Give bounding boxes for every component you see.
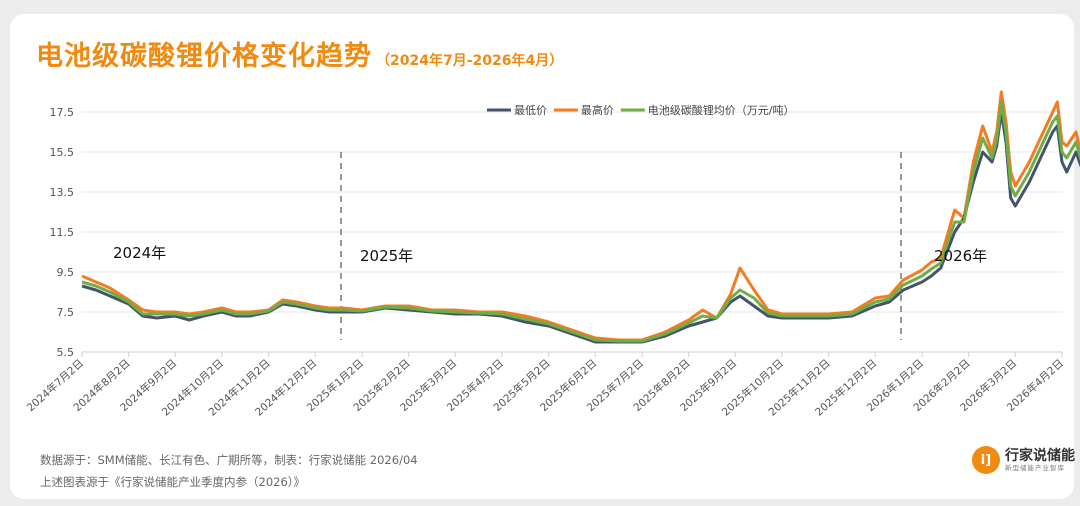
brand-name: 行家说储能: [1005, 447, 1075, 464]
series-lines: [81, 90, 1080, 344]
year-label: 2026年: [934, 247, 987, 265]
title-main: 电池级碳酸锂价格变化趋势: [36, 41, 372, 72]
year-label: 2025年: [360, 247, 413, 265]
year-label: 2024年: [113, 244, 166, 262]
y-tick-label: 15.5: [50, 146, 75, 159]
series-line: [81, 100, 1080, 343]
grid-lines: [82, 111, 1062, 353]
legend-label: 最低价: [514, 104, 547, 117]
chart-origin-note: 上述图表源于《行家说储能产业季度内参（2026）》: [40, 475, 306, 489]
y-tick-label: 11.5: [50, 226, 75, 239]
series-line: [81, 110, 1080, 344]
series-line: [81, 90, 1080, 342]
brand-tagline: 新型储能产业智库: [1005, 463, 1065, 472]
y-tick-label: 9.5: [57, 266, 75, 279]
y-axis: 5.5 7.5 9.5 11.5 13.5 15.5 17.5: [50, 106, 75, 359]
y-tick-label: 5.5: [57, 346, 75, 359]
legend: 最低价 最高价 电池级碳酸锂均价（万元/吨）: [487, 103, 795, 117]
ij-logo-icon: i]: [972, 446, 1000, 474]
x-axis: 2024年7月2日2024年8月2日2024年9月2日2024年10月2日202…: [24, 352, 1066, 419]
y-tick-label: 7.5: [57, 306, 75, 319]
y-tick-label: 13.5: [50, 186, 75, 199]
y-tick-label: 17.5: [50, 106, 75, 119]
legend-label: 最高价: [581, 103, 614, 117]
chart-card: [10, 14, 1074, 499]
chart-title: 电池级碳酸锂价格变化趋势 （2024年7月-2026年4月）: [36, 34, 563, 73]
data-source-note: 数据源于：SMM储能、长江有色、广期所等，制表：行家说储能 2026/04: [40, 453, 418, 467]
legend-label: 电池级碳酸锂均价（万元/吨）: [648, 103, 795, 117]
year-annotations: 2024年 2025年 2026年: [113, 244, 987, 265]
brand-logo: i] 行家说储能 新型储能产业智库: [972, 446, 1075, 474]
title-date-range: （2024年7月-2026年4月）: [376, 53, 564, 69]
